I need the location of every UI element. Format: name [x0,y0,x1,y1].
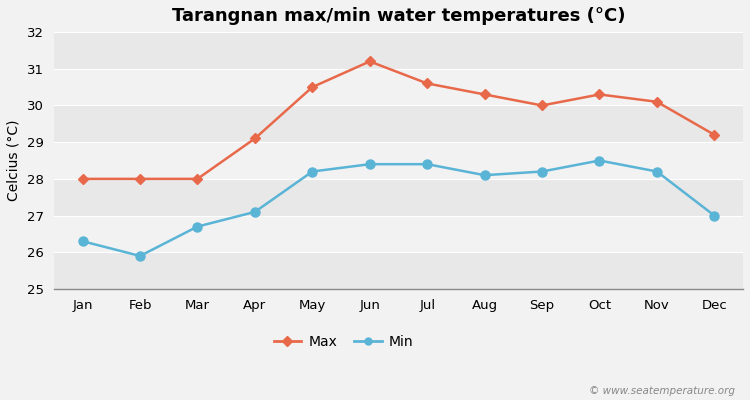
Bar [54,32,743,69]
Bar [54,179,743,216]
Y-axis label: Celcius (°C): Celcius (°C) [7,120,21,201]
Bar [54,252,743,289]
Bar [54,142,743,179]
Bar [54,69,743,106]
Bar [54,106,743,142]
Bar [54,216,743,252]
Text: © www.seatemperature.org: © www.seatemperature.org [589,386,735,396]
Title: Tarangnan max/min water temperatures (°C): Tarangnan max/min water temperatures (°C… [172,7,626,25]
Legend: Max, Min: Max, Min [268,329,419,354]
